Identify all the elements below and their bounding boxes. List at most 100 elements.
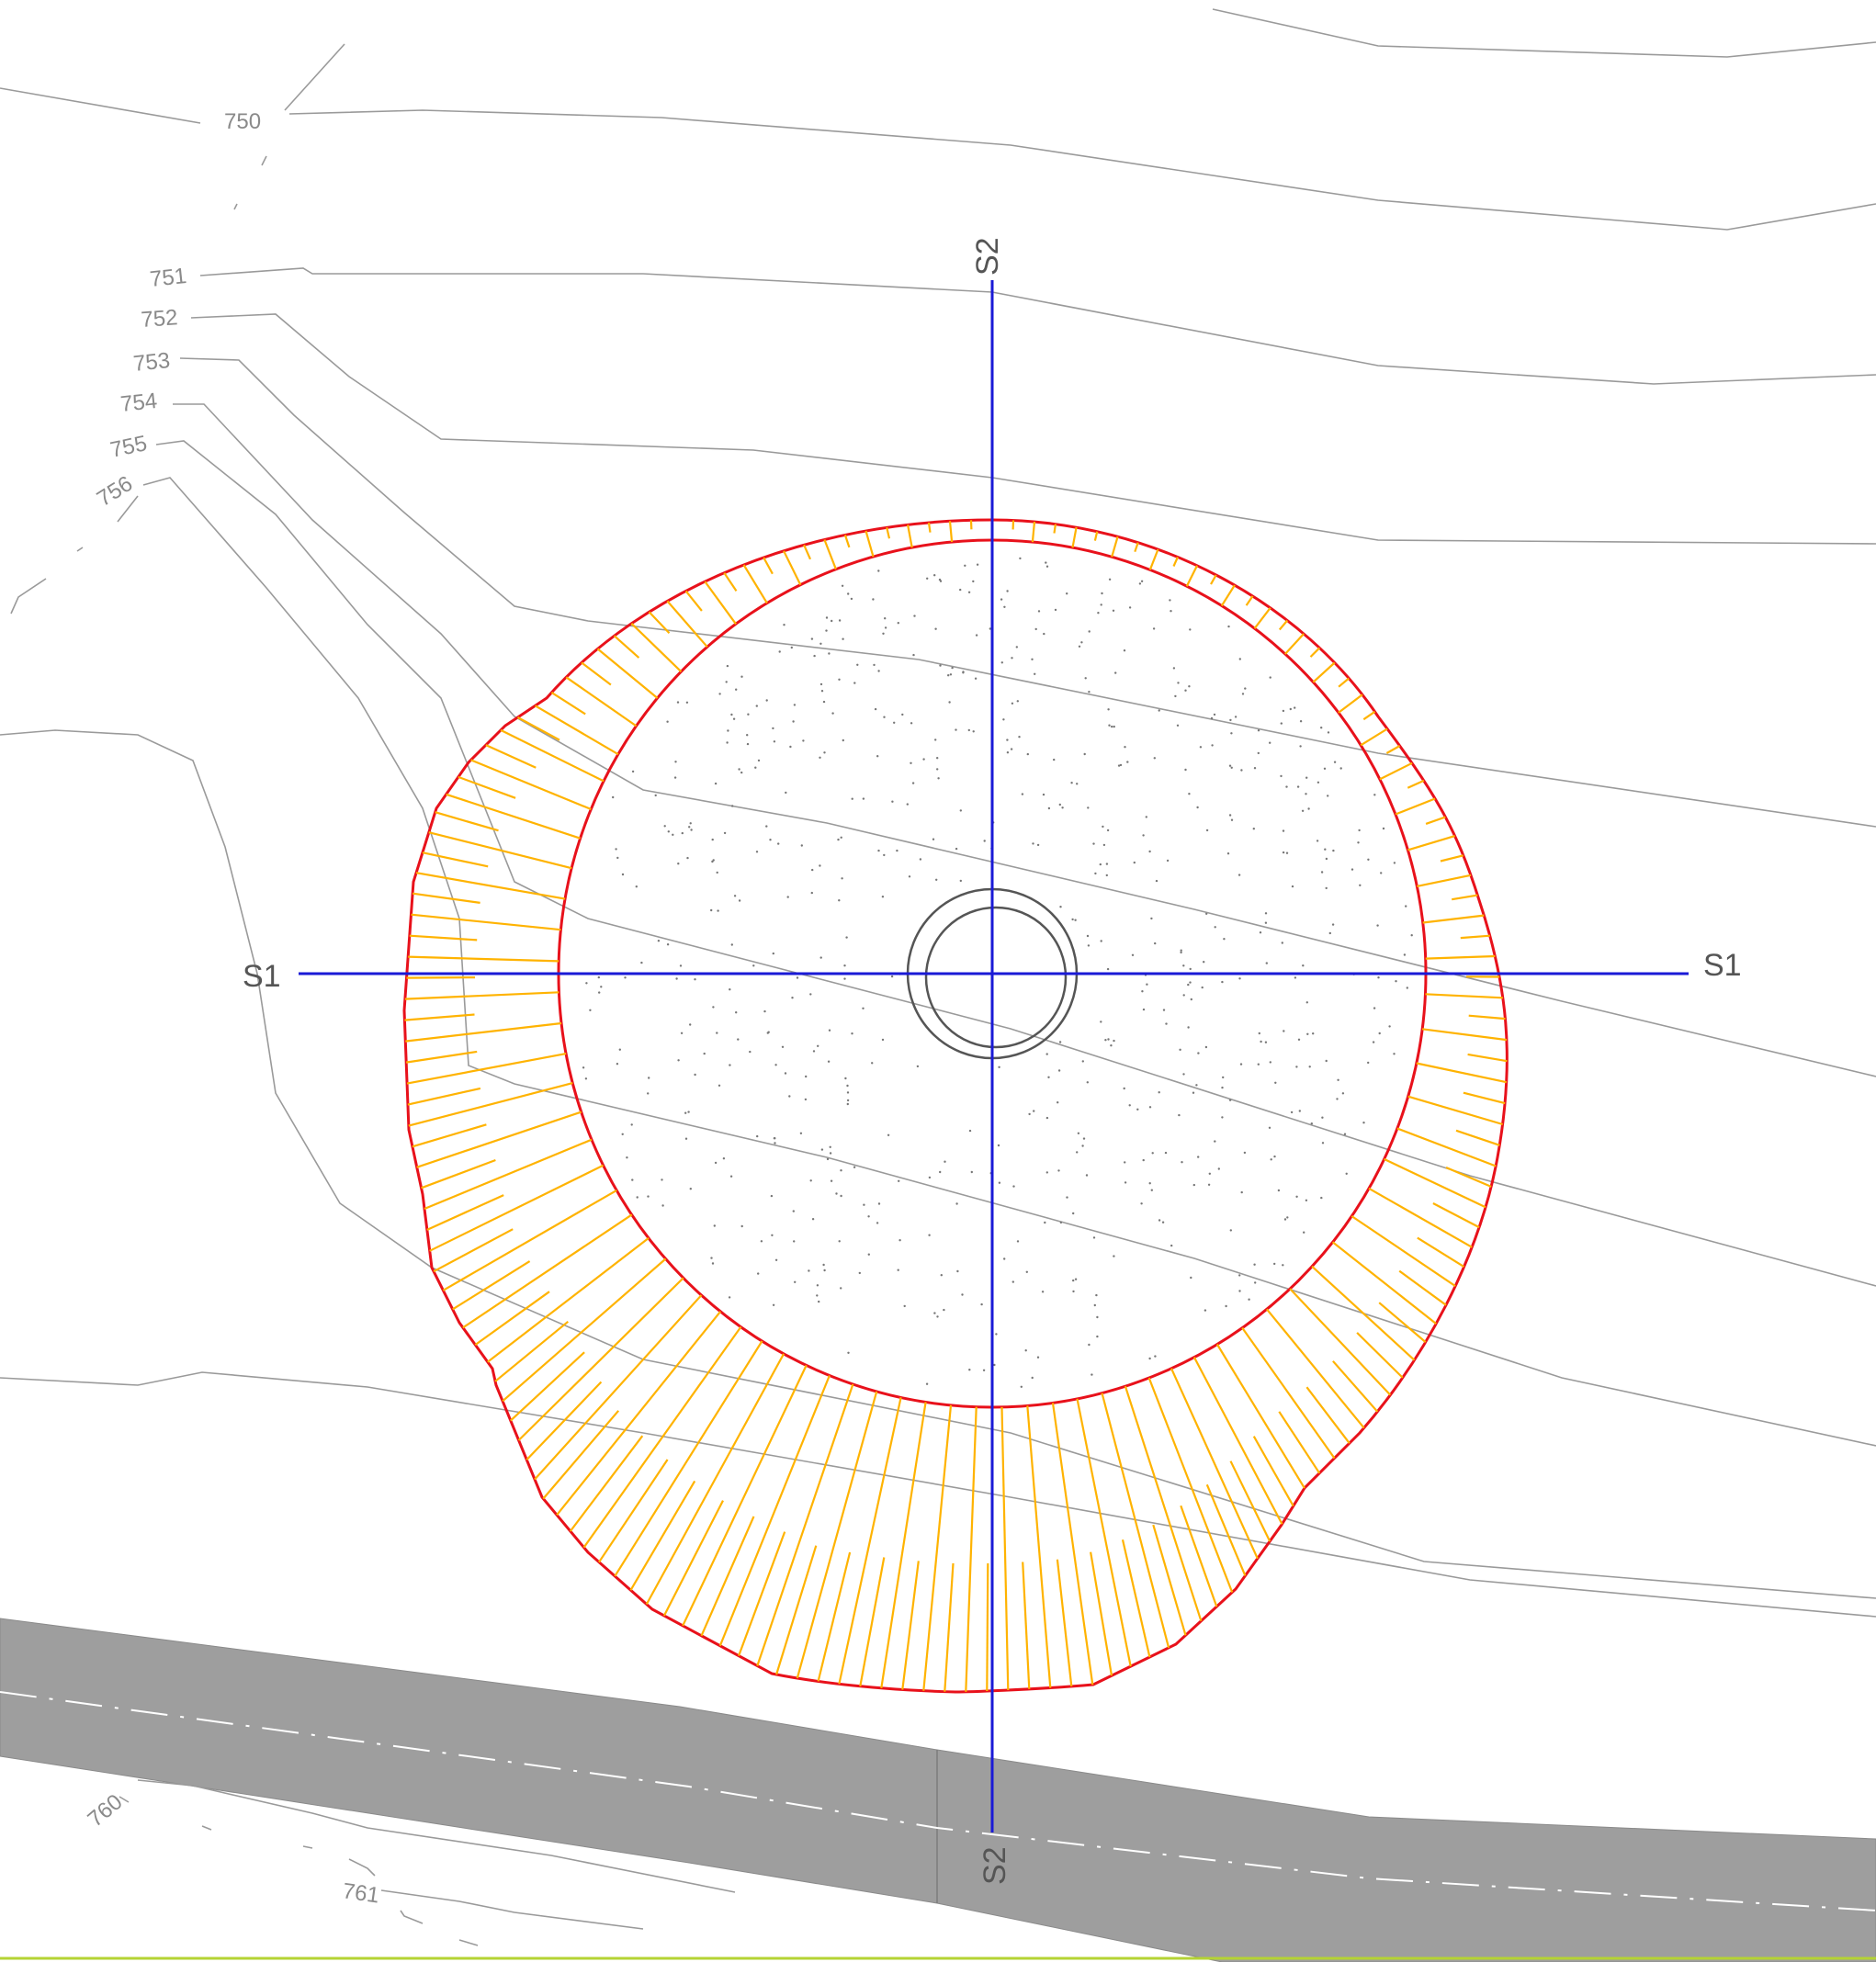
- stipple-dot: [1253, 767, 1257, 770]
- slope-hatch-line: [1460, 934, 1490, 940]
- stipple-dot: [842, 739, 844, 742]
- stipple-dot: [1280, 774, 1283, 778]
- contour-label-760: 760: [84, 1789, 128, 1832]
- slope-hatch-line: [596, 648, 659, 699]
- stipple-dot: [1011, 1280, 1015, 1283]
- stipple-dot: [995, 1333, 998, 1336]
- stipple-dot: [765, 699, 768, 702]
- stipple-dot: [1359, 884, 1362, 886]
- slope-hatch-line: [1407, 835, 1455, 851]
- slope-hatch-line: [756, 1383, 854, 1666]
- stipple-dot: [689, 822, 692, 825]
- stipple-dot: [1343, 1133, 1347, 1135]
- stipple-dot: [1211, 744, 1214, 747]
- stipple-dot: [1273, 1155, 1276, 1158]
- slope-hatch-line: [406, 1050, 478, 1064]
- stipple-dot: [1285, 851, 1289, 854]
- stipple-dot: [1057, 1069, 1061, 1072]
- stipple-dot: [818, 1300, 820, 1303]
- stipple-dot: [733, 895, 737, 897]
- stipple-dot: [809, 1179, 812, 1182]
- stipple-dot: [910, 761, 912, 764]
- stipple-dot: [712, 1006, 715, 1009]
- stipple-dot: [677, 1059, 680, 1062]
- stipple-dot: [876, 755, 879, 758]
- stipple-dot: [983, 840, 986, 842]
- stipple-dot: [1142, 1158, 1145, 1162]
- slope-hatch-line: [986, 1562, 989, 1692]
- stipple-dot: [1072, 1290, 1075, 1293]
- stipple-dot: [937, 777, 940, 780]
- slope-hatch-line: [526, 1381, 603, 1461]
- slope-hatch-line: [1289, 1288, 1392, 1396]
- slope-hatch-line: [886, 527, 891, 539]
- stipple-dot: [1321, 1116, 1324, 1119]
- stipple-dot: [841, 584, 844, 587]
- contour-line-753: [179, 357, 1876, 828]
- stipple-dot: [1031, 658, 1034, 660]
- stipple-dot: [1072, 1279, 1075, 1282]
- slope-hatch-line: [1031, 521, 1036, 543]
- stipple-dot: [1327, 795, 1329, 797]
- slope-hatch-line: [1185, 565, 1198, 587]
- slope-hatch-line: [614, 1340, 763, 1577]
- stipple-dot: [1057, 1101, 1059, 1104]
- stipple-dot: [959, 809, 963, 812]
- stipple-dot: [694, 978, 696, 981]
- contour-label-751: 751: [149, 264, 188, 292]
- stipple-dot: [626, 1156, 628, 1159]
- stipple-dot: [1199, 746, 1203, 749]
- stipple-dot: [1328, 931, 1332, 935]
- stipple-dot: [789, 745, 792, 749]
- stipple-dot: [1357, 841, 1360, 844]
- stipple-dot: [621, 873, 625, 876]
- stipple-dot: [1282, 851, 1285, 854]
- stipple-dot: [890, 975, 894, 978]
- stipple-dot: [661, 1178, 663, 1181]
- stipple-dot: [831, 619, 833, 623]
- stipple-dot: [1128, 1104, 1131, 1107]
- stipple-dot: [822, 1263, 825, 1267]
- stipple-dot: [811, 1218, 815, 1221]
- stipple-dot: [685, 701, 689, 704]
- stipple-dot: [811, 868, 814, 872]
- stipple-dot: [1034, 672, 1036, 675]
- stipple-dot: [616, 856, 619, 860]
- slope-hatch-line: [428, 831, 572, 870]
- stipple-dot: [718, 693, 721, 695]
- stipple-dot: [838, 619, 842, 622]
- stipple-dot: [624, 976, 627, 979]
- stipple-dot: [1070, 782, 1073, 784]
- stipple-dot: [1034, 627, 1037, 631]
- stipple-dot: [802, 739, 805, 742]
- stipple-dot: [840, 836, 842, 839]
- stipple-dot: [1058, 803, 1062, 806]
- slope-hatch-line: [763, 557, 774, 575]
- stipple-dot: [823, 1269, 826, 1272]
- slope-hatch-line: [462, 1213, 633, 1329]
- stipple-dot: [1057, 1169, 1060, 1172]
- slope-hatch-line: [433, 1228, 514, 1273]
- stipple-dot: [582, 1066, 585, 1069]
- stipple-dot: [794, 1280, 797, 1284]
- stipple-dot: [1044, 1221, 1046, 1224]
- stipple-dot: [1299, 720, 1303, 723]
- stipple-dot: [1081, 1144, 1084, 1147]
- stipple-dot: [1146, 983, 1148, 986]
- stipple-dot: [964, 564, 966, 567]
- stipple-dot: [959, 879, 963, 883]
- stipple-dot: [800, 844, 803, 847]
- stipple-dot: [1228, 1099, 1232, 1101]
- stipple-dot: [1331, 923, 1335, 926]
- slope-hatch-line: [1312, 661, 1336, 683]
- stipple-dot: [955, 847, 958, 851]
- stipple-dot: [717, 909, 719, 912]
- stipple-dot: [956, 1269, 959, 1273]
- stipple-dot: [1268, 1126, 1271, 1130]
- stipple-dot: [1221, 1116, 1224, 1119]
- road: [0, 1618, 1876, 1962]
- slope-hatch-line: [1432, 1202, 1480, 1229]
- stipple-dot: [1230, 818, 1234, 821]
- stipple-dot: [1333, 761, 1337, 763]
- contour-line-751: [199, 267, 1876, 385]
